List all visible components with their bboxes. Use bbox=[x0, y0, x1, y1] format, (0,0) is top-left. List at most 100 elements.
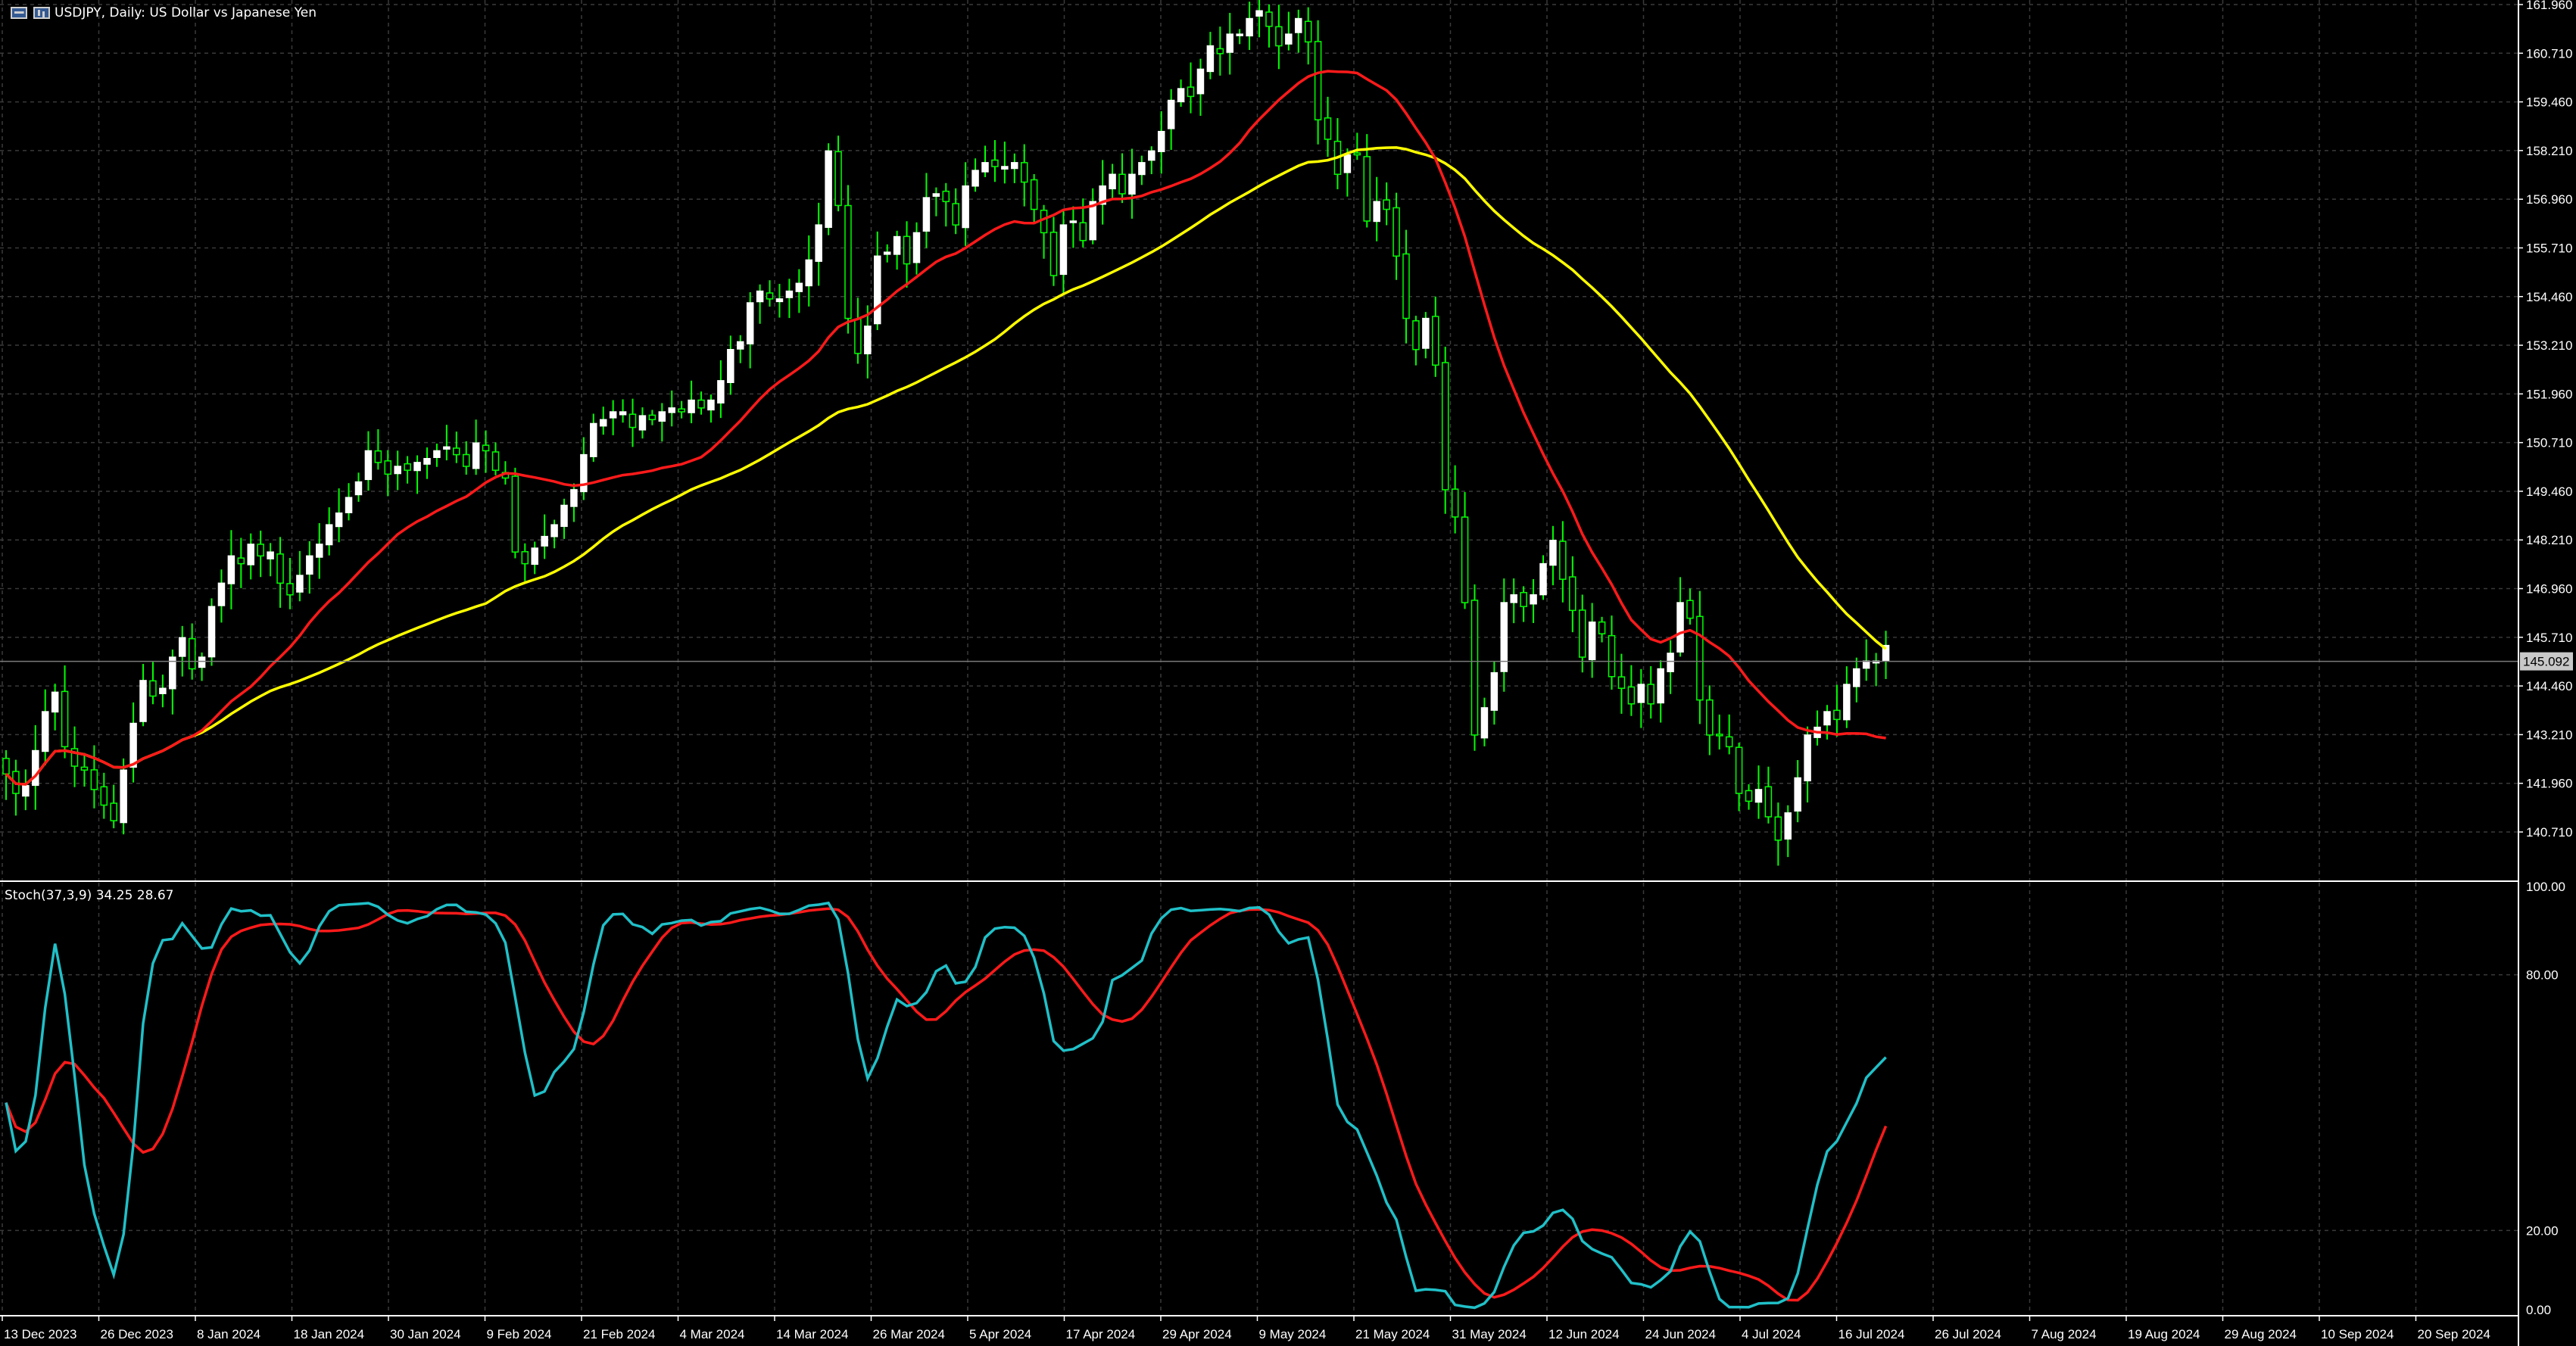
candle-body bbox=[188, 637, 196, 670]
time-tick-label: 26 Dec 2023 bbox=[101, 1327, 173, 1341]
candle-body bbox=[1177, 88, 1185, 103]
time-tick-label: 21 Feb 2024 bbox=[583, 1327, 655, 1341]
candle-body bbox=[1246, 17, 1253, 37]
candle-body bbox=[178, 637, 186, 657]
candle-body bbox=[22, 785, 30, 797]
candle-body bbox=[717, 380, 725, 403]
time-tick-label: 30 Jan 2024 bbox=[390, 1327, 461, 1341]
chart-title: USDJPY, Daily: US Dollar vs Japanese Yen bbox=[55, 5, 317, 20]
candle-body bbox=[1520, 591, 1527, 607]
candle-body bbox=[1059, 224, 1068, 276]
stoch-tick-label: 100.00 bbox=[2526, 880, 2565, 894]
candle-body bbox=[1167, 99, 1175, 129]
candle-body bbox=[1040, 210, 1048, 234]
candle-body bbox=[1804, 734, 1811, 782]
candle-body bbox=[1637, 684, 1645, 703]
candle-body bbox=[874, 255, 881, 325]
candle-body bbox=[1480, 707, 1489, 739]
candle-body bbox=[345, 497, 353, 513]
time-tick-label: 10 Sep 2024 bbox=[2321, 1327, 2394, 1341]
candle-body bbox=[1598, 621, 1606, 634]
candle-body bbox=[169, 656, 176, 690]
stoch-axis: 100.00 80.00 20.00 0.00 bbox=[2526, 880, 2565, 1317]
candle-body bbox=[100, 786, 108, 806]
candle-body bbox=[257, 544, 264, 557]
stochastic-plot[interactable] bbox=[5, 901, 1888, 1310]
candle-body bbox=[1461, 516, 1469, 603]
candle-body bbox=[2, 758, 10, 775]
time-tick-label: 9 May 2024 bbox=[1259, 1327, 1327, 1341]
candle-body bbox=[1255, 10, 1263, 17]
candle-body bbox=[1657, 668, 1664, 704]
candle-body bbox=[971, 170, 979, 187]
candle-body bbox=[453, 447, 460, 456]
candle-body bbox=[129, 722, 137, 768]
svg-text:145.092: 145.092 bbox=[2523, 655, 2569, 669]
candle-body bbox=[1001, 166, 1009, 170]
candle-body bbox=[1020, 162, 1028, 183]
candlestick-series bbox=[2, 0, 1890, 866]
time-tick-label: 21 May 2024 bbox=[1355, 1327, 1430, 1341]
time-tick-label: 4 Mar 2024 bbox=[680, 1327, 745, 1341]
candle-body bbox=[80, 766, 89, 771]
candle-body bbox=[296, 575, 304, 593]
candle-body bbox=[1138, 162, 1146, 176]
candle-body bbox=[227, 555, 235, 584]
price-tick-label: 160.710 bbox=[2526, 46, 2572, 61]
candle-body bbox=[1490, 671, 1499, 711]
time-tick-label: 20 Sep 2024 bbox=[2418, 1327, 2490, 1341]
candle-body bbox=[354, 481, 363, 496]
candle-body bbox=[737, 341, 744, 350]
price-plot[interactable] bbox=[0, 0, 2518, 866]
candle-body bbox=[912, 232, 921, 263]
candle-body bbox=[1451, 488, 1459, 518]
candle-body bbox=[267, 551, 274, 559]
candle-body bbox=[1588, 622, 1596, 661]
candle-body bbox=[521, 551, 529, 565]
candle-body bbox=[609, 411, 617, 419]
candle-body bbox=[1275, 26, 1283, 47]
time-tick-label: 18 Jan 2024 bbox=[294, 1327, 365, 1341]
candle-body bbox=[1363, 156, 1371, 222]
candle-body bbox=[149, 680, 157, 697]
candle-body bbox=[628, 413, 637, 428]
candle-body bbox=[922, 197, 931, 232]
time-tick-label: 7 Aug 2024 bbox=[2032, 1327, 2097, 1341]
price-tick-label: 155.710 bbox=[2526, 241, 2572, 255]
candle-body bbox=[893, 235, 901, 255]
candle-body bbox=[1735, 746, 1743, 794]
candle-body bbox=[1049, 232, 1058, 276]
time-tick-label: 13 Dec 2023 bbox=[4, 1327, 76, 1341]
candle-body bbox=[1304, 20, 1312, 43]
candle-body bbox=[766, 292, 774, 300]
candle-body bbox=[413, 462, 421, 472]
candle-body bbox=[1441, 362, 1449, 491]
moving-average-fast-line bbox=[5, 70, 1886, 786]
candle-body bbox=[1539, 562, 1547, 596]
candle-body bbox=[1725, 736, 1733, 748]
candle-body bbox=[1647, 684, 1654, 705]
candle-body bbox=[795, 282, 803, 292]
candle-body bbox=[962, 185, 969, 229]
candle-body bbox=[1353, 152, 1361, 156]
price-tick-label: 146.960 bbox=[2526, 582, 2572, 597]
candle-body bbox=[1109, 173, 1116, 190]
candle-body bbox=[1853, 668, 1860, 687]
stoch-tick-label: 20.00 bbox=[2526, 1223, 2559, 1238]
candle-body bbox=[668, 407, 675, 413]
candle-body bbox=[90, 769, 98, 790]
candle-body bbox=[1716, 734, 1723, 737]
candle-body bbox=[394, 466, 401, 475]
chart-bars-icon[interactable] bbox=[33, 7, 50, 19]
candle-body bbox=[237, 557, 245, 565]
candle-body bbox=[1617, 676, 1626, 689]
candle-body bbox=[648, 414, 656, 421]
candle-body bbox=[1324, 117, 1332, 140]
candle-body bbox=[159, 687, 167, 694]
time-tick-label: 16 Jul 2024 bbox=[1838, 1327, 1905, 1341]
candle-body bbox=[1833, 709, 1841, 721]
candle-body bbox=[991, 159, 999, 167]
candle-body bbox=[531, 547, 538, 566]
chart-window-icon[interactable] bbox=[11, 7, 27, 19]
